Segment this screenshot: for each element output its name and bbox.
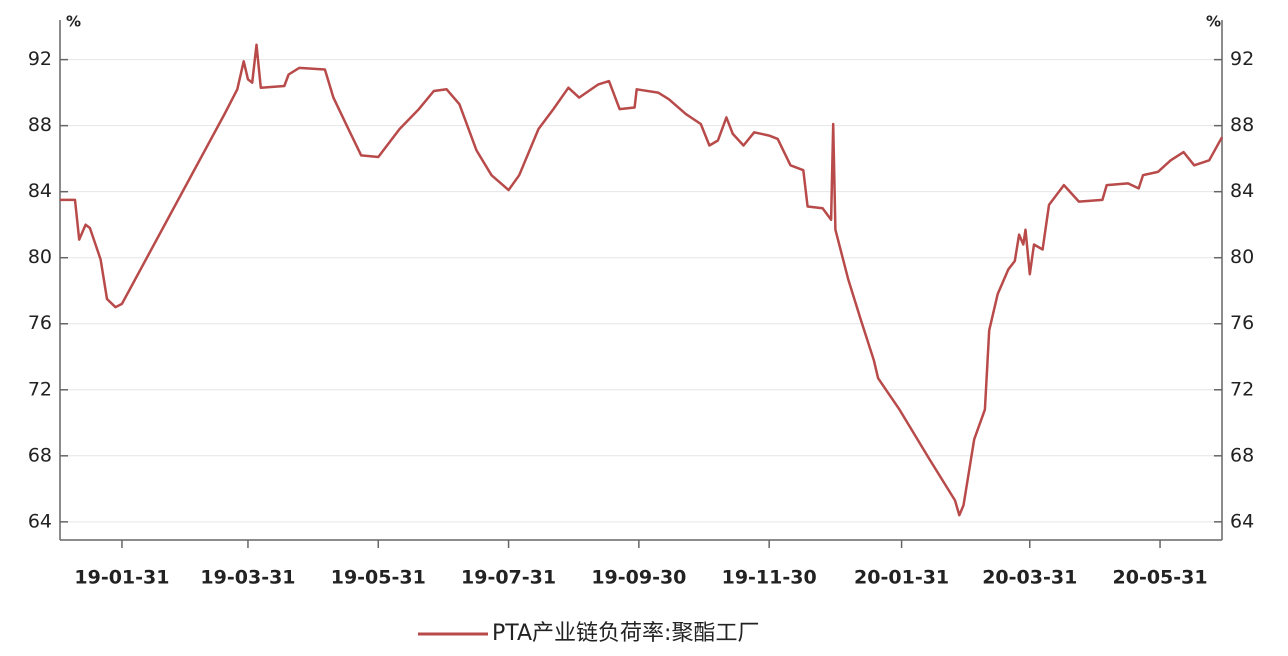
x-tick-label: 20-03-31 — [982, 567, 1077, 589]
y-tick-label-right: 92 — [1230, 48, 1254, 70]
y-tick-label: 76 — [28, 312, 52, 334]
y-tick-label-right: 80 — [1230, 246, 1254, 268]
y-tick-label: 72 — [28, 378, 52, 400]
y-tick-label: 88 — [28, 114, 52, 136]
x-tick-label: 19-07-31 — [461, 567, 556, 589]
y-unit-right: % — [1206, 13, 1221, 31]
x-tick-label: 19-11-30 — [722, 567, 817, 589]
y-tick-label: 92 — [28, 48, 52, 70]
x-tick-label: 19-05-31 — [331, 567, 426, 589]
y-tick-label: 68 — [28, 444, 52, 466]
y-tick-label: 64 — [28, 510, 52, 532]
x-tick-label: 19-01-31 — [74, 567, 169, 589]
legend-label: PTA产业链负荷率:聚酯工厂 — [492, 621, 759, 646]
y-tick-label: 80 — [28, 246, 52, 268]
y-tick-label-right: 68 — [1230, 444, 1254, 466]
data-line — [60, 43, 1224, 517]
x-tick-label: 19-09-30 — [591, 567, 686, 589]
y-tick-label-right: 72 — [1230, 378, 1254, 400]
y-tick-label-right: 64 — [1230, 510, 1254, 532]
y-tick-label-right: 76 — [1230, 312, 1254, 334]
x-tick-label: 20-01-31 — [854, 567, 949, 589]
y-unit-left: % — [66, 13, 81, 31]
x-tick-label: 20-05-31 — [1113, 567, 1208, 589]
y-tick-label: 84 — [28, 180, 52, 202]
x-tick-label: 19-03-31 — [200, 567, 295, 589]
y-tick-label-right: 84 — [1230, 180, 1254, 202]
y-tick-label-right: 88 — [1230, 114, 1254, 136]
